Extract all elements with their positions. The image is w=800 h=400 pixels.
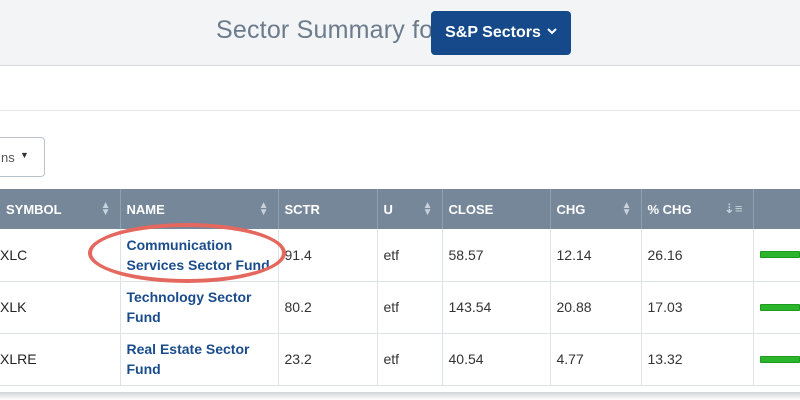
sort-icon: ▲ ▼	[258, 200, 269, 218]
bar-cell	[753, 229, 800, 282]
col-header-close[interactable]: CLOSE	[442, 189, 551, 229]
bottom-shadow	[0, 392, 800, 400]
chg-cell: 12.14	[550, 229, 642, 282]
chg-cell: 4.77	[550, 333, 642, 386]
sctr-cell: 80.2	[278, 281, 378, 334]
col-header-chg[interactable]: CHG ▲ ▼	[550, 189, 642, 229]
pct-chg-cell: 17.03	[641, 281, 754, 334]
col-header-symbol[interactable]: SYMBOL ▲ ▼	[0, 189, 121, 229]
sector-group-label: S&P Sectors	[445, 24, 541, 41]
symbol-cell: XLRE	[0, 333, 121, 386]
sort-descending-icon: ⇣≡	[724, 201, 743, 216]
close-cell: 58.57	[442, 229, 551, 282]
fund-name-link[interactable]: Real Estate Sector Fund	[126, 341, 250, 377]
performance-bar	[759, 303, 800, 311]
fund-name-link[interactable]: Technology Sector Fund	[126, 289, 252, 325]
name-cell: Technology Sector Fund	[120, 281, 279, 334]
symbol-cell: XLK	[0, 281, 121, 334]
performance-bar	[759, 251, 800, 259]
close-cell: 40.54	[442, 333, 551, 386]
table-row: XLRE Real Estate Sector Fund 23.2 etf 40…	[0, 333, 800, 386]
bar-cell	[753, 281, 800, 334]
table-header-row: SYMBOL ▲ ▼ NAME ▲ ▼ SCTR U ▲ ▼ CLOSE CHG ▲ ▼ % C…	[0, 189, 800, 229]
col-header-bar	[753, 189, 800, 229]
name-cell: Communication Services Sector Fund	[120, 229, 279, 282]
bar-cell	[753, 333, 800, 386]
table-row: XLK Technology Sector Fund 80.2 etf 143.…	[0, 281, 800, 334]
fund-name-link[interactable]: Communication Services Sector Fund	[126, 236, 270, 273]
chevron-down-icon	[547, 26, 557, 38]
sctr-cell: 91.4	[278, 229, 378, 282]
pct-chg-cell: 26.16	[641, 229, 754, 282]
symbol-cell: XLC	[0, 229, 121, 282]
page-header: Sector Summary for S&P Sectors	[0, 0, 800, 66]
sort-icon: ▲ ▼	[422, 200, 433, 218]
col-header-name[interactable]: NAME ▲ ▼	[120, 189, 279, 229]
columns-select-value: ns	[1, 150, 15, 165]
name-cell: Real Estate Sector Fund	[120, 333, 279, 386]
close-cell: 143.54	[442, 281, 551, 334]
col-header-pct-chg[interactable]: % CHG ⇣≡	[641, 189, 754, 229]
caret-down-icon: ▼	[20, 150, 29, 160]
performance-bar	[759, 355, 800, 363]
chg-cell: 20.88	[550, 281, 642, 334]
sort-icon: ▲ ▼	[100, 200, 111, 218]
u-cell: etf	[377, 229, 443, 282]
sector-table: SYMBOL ▲ ▼ NAME ▲ ▼ SCTR U ▲ ▼ CLOSE CHG ▲ ▼ % C…	[0, 189, 800, 386]
sctr-cell: 23.2	[278, 333, 378, 386]
page-title: Sector Summary for	[216, 16, 442, 44]
pct-chg-cell: 13.32	[641, 333, 754, 386]
u-cell: etf	[377, 333, 443, 386]
divider	[0, 110, 800, 111]
u-cell: etf	[377, 281, 443, 334]
table-row: XLC Communication Services Sector Fund 9…	[0, 229, 800, 282]
columns-select[interactable]: ns ▼	[0, 137, 45, 177]
sector-group-dropdown[interactable]: S&P Sectors	[431, 11, 571, 55]
col-header-sctr[interactable]: SCTR	[278, 189, 378, 229]
col-header-u[interactable]: U ▲ ▼	[377, 189, 443, 229]
sort-icon: ▲ ▼	[621, 200, 632, 218]
